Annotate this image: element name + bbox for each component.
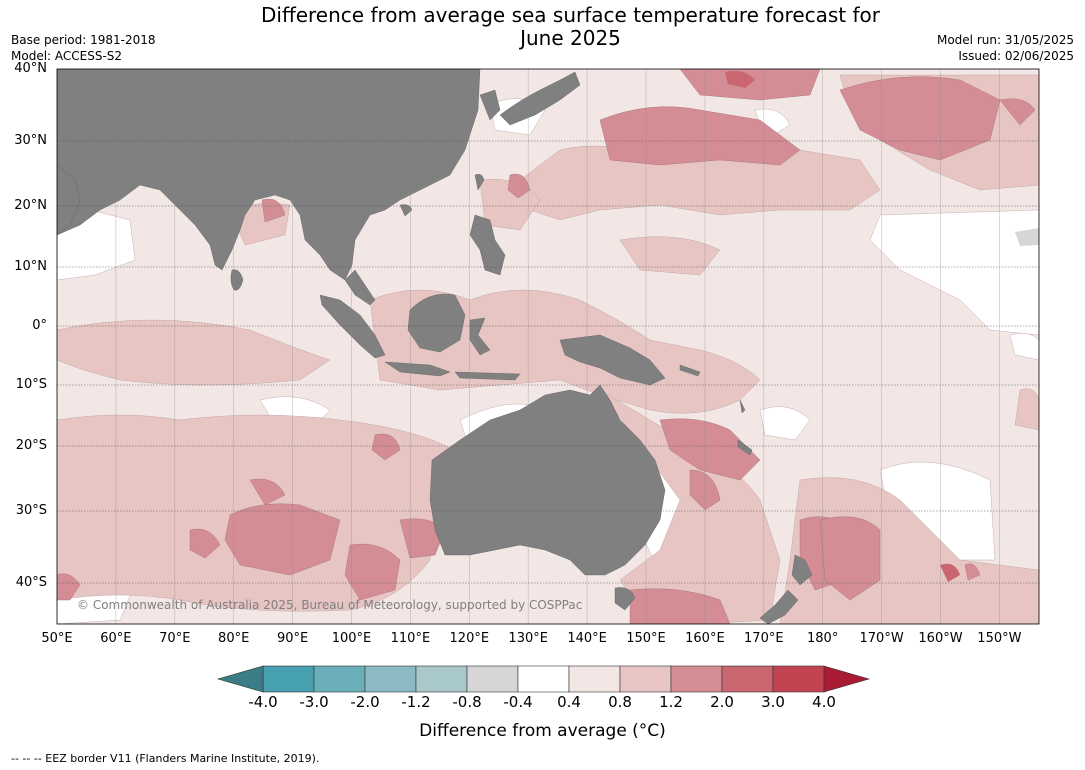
- latitude-label: 30°N: [14, 133, 47, 148]
- colorbar-tick-label: 0.4: [557, 693, 581, 711]
- colorbar-tick-label: -1.2: [401, 693, 431, 711]
- colorbar-tick-label: 4.0: [812, 693, 836, 711]
- title-line-2: June 2025: [520, 26, 621, 50]
- solomon-islands: [679, 364, 701, 377]
- colorbar-tick-label: 3.0: [761, 693, 785, 711]
- colorbar-bin: [262, 665, 315, 693]
- map-title: Difference from average sea surface temp…: [0, 4, 1085, 50]
- korea: [479, 89, 501, 121]
- longitude-label: 70°E: [159, 631, 191, 646]
- longitude-label: 130°E: [508, 631, 548, 646]
- longitude-label: 160°W: [918, 631, 963, 646]
- colorbar-bin: [670, 665, 723, 693]
- model-run-date: Model run: 31/05/2025: [936, 33, 1074, 47]
- anomaly-2.0-3.0-regions: [725, 71, 960, 582]
- colorbar-tick-label: -0.4: [503, 693, 533, 711]
- metadata-right: Model run: 31/05/2025 Issued: 02/06/2025: [937, 32, 1074, 64]
- colorbar-bin: [772, 665, 825, 693]
- colorbar-over-arrow: [823, 665, 871, 693]
- colorbar-tick-label: 0.8: [608, 693, 632, 711]
- asia-mainland: [57, 69, 481, 281]
- new-zealand-north-island: [791, 554, 813, 586]
- taiwan: [474, 173, 485, 191]
- colorbar-tick-label: 2.0: [710, 693, 734, 711]
- latitude-label: 20°N: [14, 198, 47, 213]
- latitude-label: 20°S: [15, 438, 47, 453]
- java: [384, 361, 451, 377]
- colorbar-tick-label: -3.0: [299, 693, 329, 711]
- map-area: [57, 69, 1039, 624]
- colorbar: [216, 665, 871, 693]
- longitude-label: 140°E: [567, 631, 607, 646]
- japan: [499, 71, 581, 126]
- new-caledonia: [737, 439, 753, 456]
- latitude-label: 30°S: [15, 503, 47, 518]
- anomaly-1.2-2.0-regions: [57, 69, 1036, 624]
- copyright-notice: © Commonwealth of Australia 2025, Bureau…: [77, 598, 583, 612]
- colorbar-under-arrow: [216, 665, 264, 693]
- longitude-label: 160°E: [685, 631, 725, 646]
- latitude-label: 0°: [32, 318, 47, 333]
- longitude-label: 150°E: [626, 631, 666, 646]
- longitude-label: 80°E: [218, 631, 250, 646]
- colorbar-bin: [364, 665, 417, 693]
- colorbar-bin: [721, 665, 774, 693]
- sumatra: [319, 294, 386, 359]
- australia: [429, 384, 666, 576]
- malay-peninsula: [344, 269, 376, 306]
- longitude-label: 150°W: [977, 631, 1022, 646]
- issued-date: Issued: 02/06/2025: [958, 49, 1074, 63]
- lesser-sunda-islands: [454, 371, 521, 381]
- colorbar-tick-label: 1.2: [659, 693, 683, 711]
- arabian-peninsula: [57, 164, 81, 236]
- model-name: Model: ACCESS-S2: [11, 49, 123, 63]
- colorbar-tick-label: -0.8: [452, 693, 482, 711]
- latitude-label: 10°S: [15, 377, 47, 392]
- meridians: [115, 69, 1000, 624]
- longitude-label: 120°E: [449, 631, 490, 646]
- hawaii-masked: [1015, 228, 1039, 246]
- vanuatu: [739, 399, 746, 414]
- latitude-label: 40°S: [15, 575, 47, 590]
- metadata-left: Base period: 1981-2018 Model: ACCESS-S2: [11, 32, 156, 64]
- longitude-label: 50°E: [41, 631, 73, 646]
- latitude-label: 10°N: [14, 259, 47, 274]
- borneo: [407, 293, 466, 353]
- title-line-1: Difference from average sea surface temp…: [260, 3, 880, 27]
- latitude-label: 40°N: [14, 61, 47, 76]
- longitude-label: 180°: [807, 631, 839, 646]
- longitude-label: 170°W: [859, 631, 904, 646]
- colorbar-bin: [466, 665, 519, 693]
- tasmania: [614, 587, 636, 611]
- longitude-label: 60°E: [100, 631, 132, 646]
- longitude-label: 110°E: [390, 631, 431, 646]
- new-zealand-south-island: [759, 589, 799, 624]
- colorbar-bin: [568, 665, 621, 693]
- longitude-label: 100°E: [331, 631, 372, 646]
- longitude-label: 170°E: [744, 631, 784, 646]
- colorbar-title: Difference from average (°C): [419, 721, 666, 741]
- philippines: [469, 214, 506, 276]
- colorbar-bin: [517, 665, 570, 693]
- longitude-label: 90°E: [276, 631, 309, 646]
- new-guinea: [559, 334, 666, 386]
- base-period: Base period: 1981-2018: [11, 33, 156, 47]
- sulawesi: [469, 317, 491, 356]
- eez-legend-note: -- -- -- EEZ border V11 (Flanders Marine…: [11, 752, 320, 765]
- colorbar-bin: [619, 665, 672, 693]
- colorbar-bin: [415, 665, 468, 693]
- land-masses: [57, 69, 1039, 624]
- colorbar-tick-label: -2.0: [350, 693, 380, 711]
- map-frame: [56, 68, 1040, 625]
- colorbar-bin: [313, 665, 366, 693]
- colorbar-tick-label: -4.0: [248, 693, 278, 711]
